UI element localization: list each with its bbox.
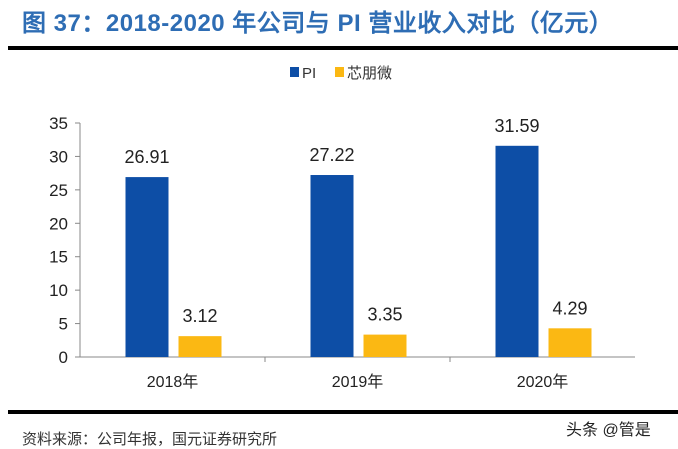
bottom-divider — [8, 410, 678, 414]
legend-label: PI — [302, 65, 316, 82]
x-tick-label: 2020年 — [517, 373, 569, 391]
bar-chipown — [178, 336, 222, 357]
y-tick-label: 0 — [59, 348, 68, 367]
top-divider — [8, 46, 678, 50]
data-label: 31.59 — [494, 116, 539, 136]
y-tick-label: 10 — [49, 281, 68, 300]
x-tick-label: 2019年 — [332, 373, 384, 391]
watermark: 头条 @管是 — [566, 422, 651, 439]
y-tick-label: 5 — [59, 315, 68, 334]
data-label: 3.35 — [367, 305, 402, 325]
y-tick-label: 30 — [49, 147, 68, 166]
data-label: 26.91 — [124, 147, 169, 167]
legend-swatch — [335, 67, 344, 77]
y-tick-label: 15 — [49, 248, 68, 267]
legend-swatch — [290, 67, 299, 77]
y-tick-label: 25 — [49, 181, 68, 200]
y-tick-label: 35 — [49, 114, 68, 133]
figure-title: 图 37：2018-2020 年公司与 PI 营业收入对比（亿元） — [22, 10, 614, 37]
bar-chipown — [363, 334, 407, 357]
bar-pi — [495, 145, 539, 357]
bar-pi — [125, 177, 169, 357]
legend-label: 芯朋微 — [347, 65, 392, 82]
data-label: 27.22 — [309, 145, 354, 165]
bar-chipown — [548, 328, 592, 357]
data-label: 4.29 — [552, 298, 587, 318]
y-tick-label: 20 — [49, 214, 68, 233]
source-note: 资料来源：公司年报，国元证券研究所 — [22, 430, 278, 448]
data-label: 3.12 — [182, 306, 217, 326]
bar-pi — [310, 175, 354, 357]
x-tick-label: 2018年 — [147, 373, 199, 391]
